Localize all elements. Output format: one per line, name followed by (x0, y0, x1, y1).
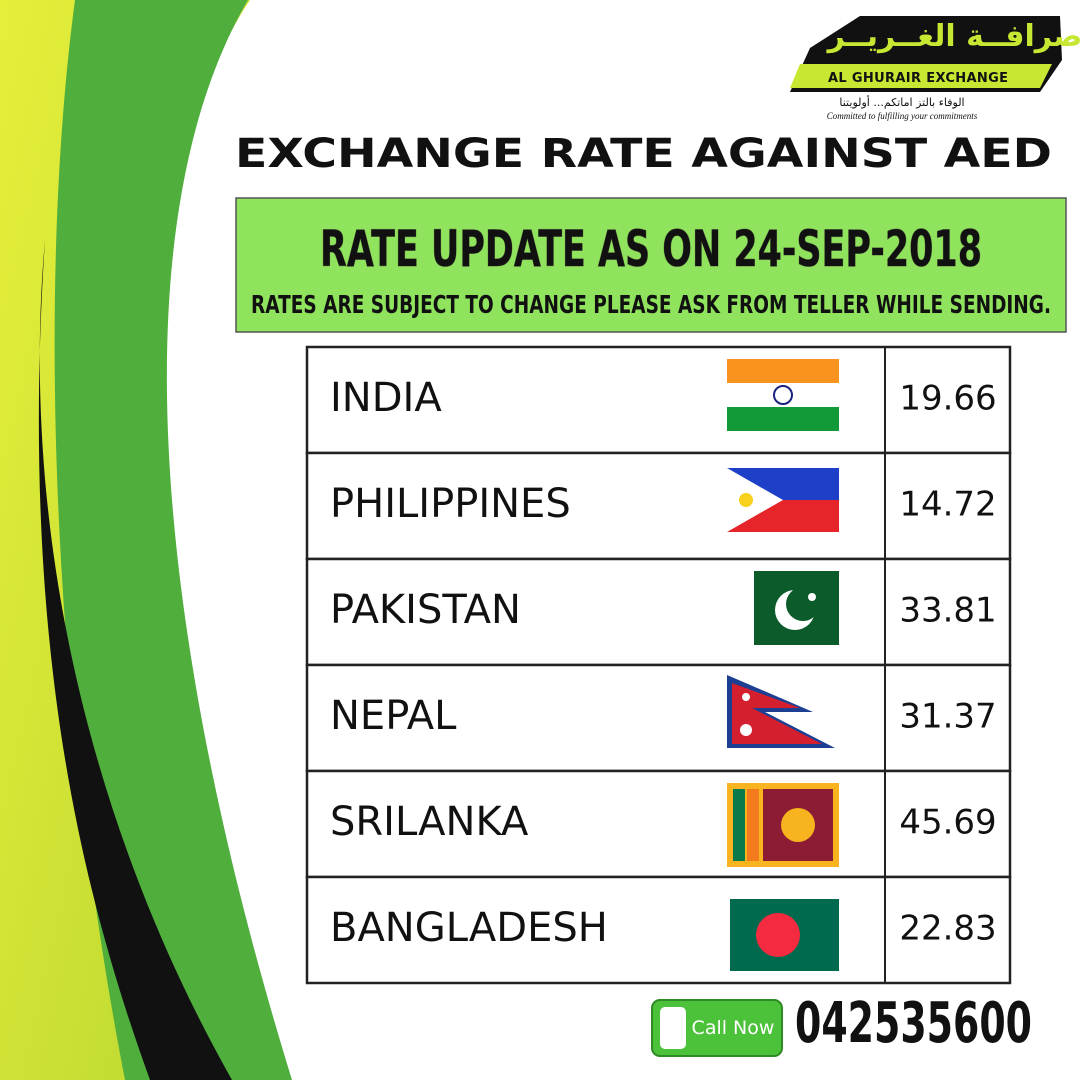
flag (773, 385, 793, 405)
flag (747, 789, 759, 861)
flag (727, 468, 783, 532)
phone-number: 042535600 (795, 991, 1032, 1056)
flag (756, 913, 800, 957)
table-row: NEPAL 31.37 (305, 663, 1012, 773)
country-name: INDIA (330, 375, 442, 421)
rate-value: 31.37 (899, 697, 996, 737)
banner (235, 197, 1067, 333)
flag (727, 571, 754, 645)
flag (730, 899, 839, 971)
row-cell (305, 769, 1012, 879)
rate-table: INDIA 19.66 PHILIPPINES 14.72 PAKISTAN 33.81 N… (305, 345, 1012, 985)
country-name: BANGLADESH (330, 905, 608, 951)
flag (739, 493, 753, 507)
flag (727, 675, 835, 748)
title: EXCHANGE RATE AGAINST AED (235, 131, 1052, 177)
flag (808, 593, 816, 601)
flag (732, 683, 822, 744)
flag (781, 808, 815, 842)
logo-arabic-tagline: الوفاء بالتز اماتكم... أولويتنا (839, 95, 964, 109)
rate-value: 33.81 (899, 591, 996, 631)
swoosh-black (38, 240, 232, 1080)
call-button[interactable]: Call Now (651, 999, 783, 1057)
country-name: SRILANKA (330, 799, 529, 845)
banner-note: RATES ARE SUBJECT TO CHANGE PLEASE ASK F… (251, 290, 1051, 319)
rate-value: 14.72 (899, 485, 996, 525)
flag (742, 693, 750, 701)
country-name: PHILIPPINES (330, 481, 571, 527)
table-row: SRILANKA 45.69 (305, 769, 1012, 879)
country-name: PAKISTAN (330, 587, 521, 633)
flag (727, 359, 839, 383)
table-row: PAKISTAN 33.81 (305, 557, 1012, 667)
table-row: BANGLADESH 22.83 (305, 875, 1012, 985)
logo-arabic: صرافــة الغــريــر (826, 19, 1080, 54)
flag (727, 407, 839, 431)
rate-value: 45.69 (899, 803, 996, 843)
call-label[interactable]: Call Now (692, 1017, 775, 1039)
flag (733, 789, 745, 861)
flag (727, 571, 839, 645)
row-cell (305, 663, 1012, 773)
logo-name: AL GHURAIR EXCHANGE (828, 71, 1008, 86)
country-name: NEPAL (330, 693, 457, 739)
flag (727, 359, 839, 431)
row-cell (305, 875, 1012, 985)
flag (727, 783, 839, 867)
rate-value: 22.83 (899, 909, 996, 949)
table-row: PHILIPPINES 14.72 (305, 451, 1012, 561)
rate-value: 19.66 (899, 379, 996, 419)
flag (740, 724, 752, 736)
flag (727, 468, 839, 532)
logo-tagline: Committed to fulfilling your commitments (827, 111, 978, 121)
flag (786, 587, 820, 621)
phone-icon (660, 1007, 686, 1049)
swoosh-green (54, 0, 292, 1080)
table-row: INDIA 19.66 (305, 345, 1012, 455)
logo: صرافــة الغــريــر AL GHURAIR EXCHANGE ا… (790, 16, 1080, 121)
row-cell (305, 345, 1012, 455)
banner-headline: RATE UPDATE AS ON 24-SEP-2018 (320, 220, 982, 278)
